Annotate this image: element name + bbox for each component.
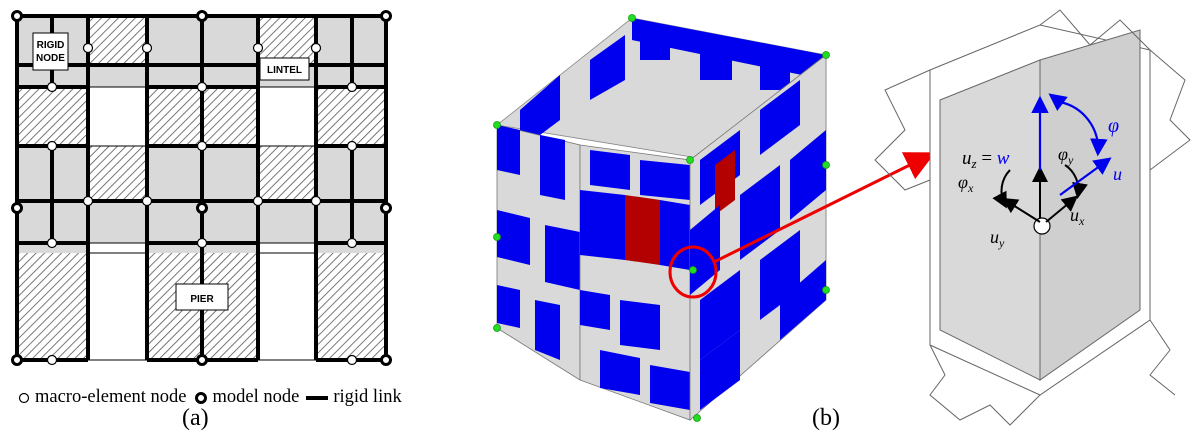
legend: macro-element node model node rigid link <box>18 387 402 408</box>
legend-macro-node: macro-element node <box>35 387 187 407</box>
pier-element <box>16 86 89 147</box>
phi-label: φ <box>1108 115 1119 137</box>
rigid-node-label-box <box>32 32 69 71</box>
window-opening <box>87 86 148 147</box>
rigid-link-icon <box>306 395 329 400</box>
lintel-label: LINTEL <box>267 65 302 76</box>
spandrel-element <box>257 145 317 202</box>
macro-element-nodes <box>46 42 358 366</box>
phi-y-label: φy <box>1058 144 1074 167</box>
zoom-arrow <box>713 152 936 264</box>
door-opening <box>87 252 148 361</box>
3d-building-model <box>493 14 936 422</box>
lintel-element <box>87 15 148 66</box>
highlight-node-circle <box>668 245 718 299</box>
model-node-icon <box>194 391 207 404</box>
u-label: u <box>1113 164 1122 184</box>
equivalent-frame-diagram: RIGID NODE LINTEL PIER <box>11 10 392 366</box>
legend-rigid-link: rigid link <box>333 387 402 407</box>
pier-left <box>16 242 89 361</box>
rigid-node-label-2: NODE <box>36 53 65 64</box>
pier-element <box>315 86 387 147</box>
pier-label-box <box>175 283 229 311</box>
macro-element-node-icon <box>18 392 30 403</box>
ux-label: ux <box>1070 205 1085 228</box>
node-dof-detail: uz = w φ φy φx u uy ux <box>874 9 1191 426</box>
uz-label: uz = w <box>962 148 1010 171</box>
lintel-label-box <box>259 57 310 81</box>
3d-model-nodes <box>493 14 830 422</box>
spandrel-element <box>87 145 148 202</box>
pier-right <box>315 242 387 361</box>
model-nodes <box>11 10 392 366</box>
panel-b-caption: (b) <box>812 405 840 431</box>
panel-a-caption: (a) <box>182 405 209 431</box>
pier-label: PIER <box>190 294 214 305</box>
window-opening <box>257 86 317 147</box>
phi-x-label: φx <box>958 172 974 195</box>
uy-label: uy <box>990 227 1005 250</box>
door-opening <box>257 252 317 361</box>
legend-model-node: model node <box>212 387 300 407</box>
rigid-node-label-1: RIGID <box>37 40 65 51</box>
